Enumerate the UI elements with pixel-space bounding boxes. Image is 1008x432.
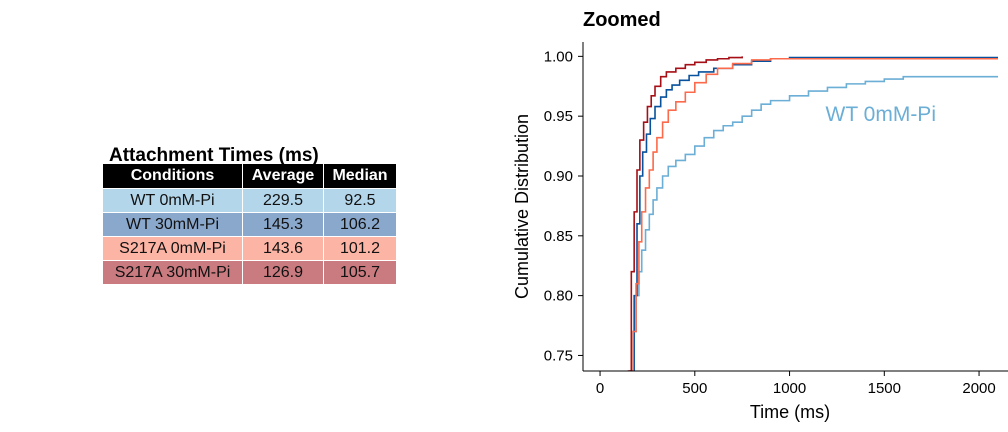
y-tick-label: 0.80 bbox=[544, 288, 573, 305]
x-tick-label: 0 bbox=[596, 380, 604, 397]
y-tick-label: 0.75 bbox=[544, 347, 573, 364]
attachment-times-panel: Attachment Times (ms) Conditions Average… bbox=[0, 0, 500, 432]
condition-cell: WT 0mM-Pi bbox=[103, 188, 243, 213]
table-row: WT 0mM-Pi 229.5 92.5 bbox=[103, 188, 396, 213]
x-tick-label: 1500 bbox=[868, 380, 901, 397]
series-line-3 bbox=[627, 56, 743, 371]
table-row: WT 30mM-Pi 145.3 106.2 bbox=[103, 212, 396, 237]
y-axis-title: Cumulative Distribution bbox=[512, 114, 532, 299]
header-conditions: Conditions bbox=[103, 164, 243, 189]
series-line-0 bbox=[629, 75, 998, 371]
median-cell: 105.7 bbox=[323, 260, 396, 284]
zoomed-chart-panel: Zoomed 0 500 1000 1500 2000 0.75 0.80 0.85 0.90 0… bbox=[500, 0, 1008, 432]
cdf-chart: Zoomed 0 500 1000 1500 2000 0.75 0.80 0.85 0.90 0… bbox=[512, 9, 1008, 422]
series-line-2 bbox=[629, 57, 998, 371]
y-tick-label: 1.00 bbox=[544, 48, 573, 65]
average-cell: 145.3 bbox=[242, 212, 324, 237]
median-cell: 106.2 bbox=[323, 212, 396, 237]
median-cell: 92.5 bbox=[323, 188, 396, 213]
header-average: Average bbox=[242, 164, 324, 189]
x-tick-label: 2000 bbox=[962, 380, 995, 397]
y-tick-label: 0.85 bbox=[544, 228, 573, 245]
x-tick-label: 500 bbox=[682, 380, 707, 397]
table-header-row: Conditions Average Median bbox=[103, 164, 396, 189]
header-median: Median bbox=[323, 164, 396, 189]
x-axis-title: Time (ms) bbox=[750, 402, 830, 422]
table-title: Attachment Times (ms) bbox=[109, 145, 319, 166]
series-line-1 bbox=[630, 56, 998, 371]
median-cell: 101.2 bbox=[323, 236, 396, 261]
average-cell: 126.9 bbox=[242, 260, 324, 284]
condition-cell: S217A 30mM-Pi bbox=[103, 260, 243, 284]
series-annotation: WT 0mM-Pi bbox=[826, 103, 936, 126]
table-row: S217A 0mM-Pi 143.6 101.2 bbox=[103, 236, 396, 261]
attachment-times-table: Conditions Average Median WT 0mM-Pi 229.… bbox=[103, 164, 396, 284]
average-cell: 143.6 bbox=[242, 236, 324, 261]
y-tick-label: 0.90 bbox=[544, 168, 573, 185]
chart-title: Zoomed bbox=[583, 9, 661, 31]
condition-cell: WT 30mM-Pi bbox=[103, 212, 243, 237]
condition-cell: S217A 0mM-Pi bbox=[103, 236, 243, 261]
table-row: S217A 30mM-Pi 126.9 105.7 bbox=[103, 260, 396, 284]
y-tick-label: 0.95 bbox=[544, 108, 573, 125]
average-cell: 229.5 bbox=[242, 188, 324, 213]
x-tick-label: 1000 bbox=[773, 380, 806, 397]
